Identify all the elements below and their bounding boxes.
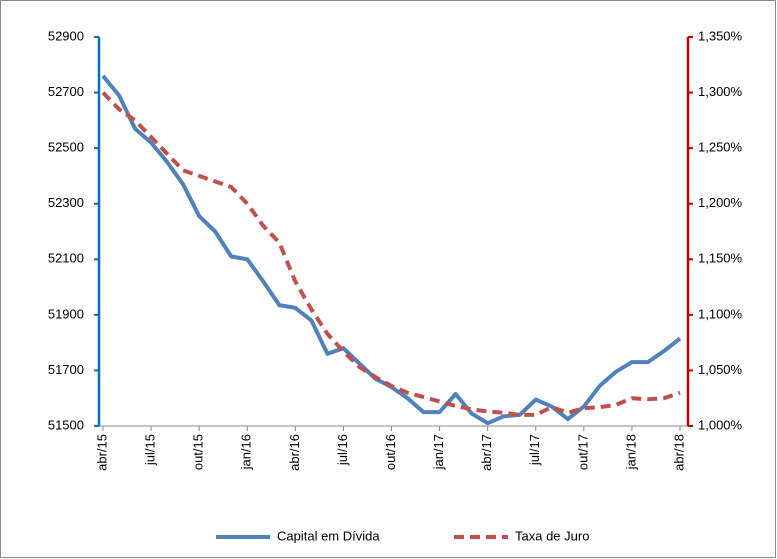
x-tick-label: jan/18 bbox=[623, 434, 638, 470]
y-tick-label: 52500 bbox=[48, 140, 84, 155]
y-tick-label: 51900 bbox=[48, 306, 84, 321]
y2-tick-label: 1,200% bbox=[698, 195, 743, 210]
y-tick-label: 52700 bbox=[48, 84, 84, 99]
x-tick-label: abr/18 bbox=[671, 434, 686, 471]
x-tick-label: jan/16 bbox=[239, 434, 254, 470]
x-tick-label: out/16 bbox=[383, 434, 398, 470]
x-tick-label: abr/15 bbox=[94, 434, 109, 471]
y2-tick-label: 1,100% bbox=[698, 306, 743, 321]
x-tick-label: jan/17 bbox=[431, 434, 446, 470]
x-tick-label: abr/16 bbox=[287, 434, 302, 471]
legend-label: Capital em Dívida bbox=[277, 528, 380, 543]
y2-tick-label: 1,250% bbox=[698, 140, 743, 155]
y-tick-label: 52100 bbox=[48, 251, 84, 266]
y2-tick-label: 1,000% bbox=[698, 417, 743, 432]
y2-tick-label: 1,350% bbox=[698, 28, 743, 43]
y-tick-label: 51500 bbox=[48, 417, 84, 432]
x-tick-label: out/17 bbox=[575, 434, 590, 470]
x-tick-label: jul/17 bbox=[527, 434, 542, 466]
y2-tick-label: 1,300% bbox=[698, 84, 743, 99]
legend-label: Taxa de Juro bbox=[515, 528, 589, 543]
x-tick-label: out/15 bbox=[191, 434, 206, 470]
x-tick-label: jul/16 bbox=[335, 434, 350, 466]
x-tick-label: abr/17 bbox=[479, 434, 494, 471]
series-line bbox=[101, 91, 681, 417]
y2-tick-label: 1,050% bbox=[698, 362, 743, 377]
y2-tick-label: 1,150% bbox=[698, 251, 743, 266]
y-tick-label: 52300 bbox=[48, 195, 84, 210]
x-tick-label: jul/15 bbox=[143, 434, 158, 466]
y-tick-label: 51700 bbox=[48, 362, 84, 377]
y-tick-label: 52900 bbox=[48, 28, 84, 43]
